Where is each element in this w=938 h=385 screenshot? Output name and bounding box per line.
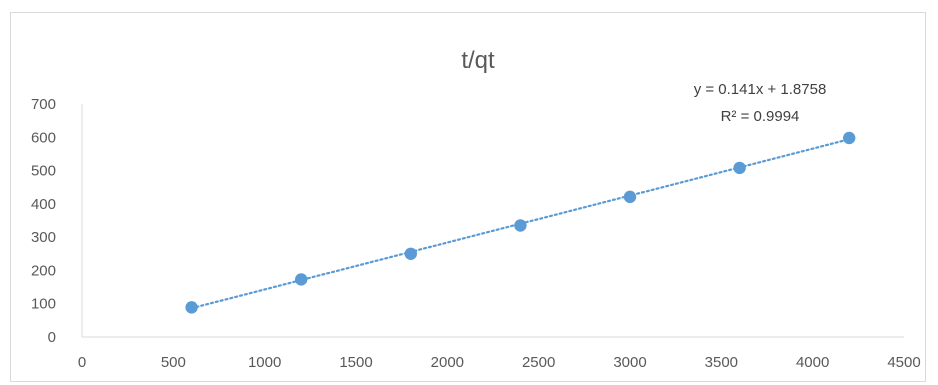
- data-point: [185, 301, 198, 314]
- x-axis-tick-labels: 0 500 1000 1500 2000 2500 3000 3500 4000 4500: [78, 354, 921, 371]
- x-tick-label: 3500: [705, 354, 738, 371]
- data-point: [295, 273, 308, 286]
- x-tick-label: 0: [78, 354, 86, 371]
- y-tick-label: 100: [31, 296, 56, 313]
- x-tick-label: 1000: [248, 354, 281, 371]
- x-tick-label: 1500: [339, 354, 372, 371]
- x-tick-label: 500: [161, 354, 186, 371]
- y-axis-tick-labels: 0 100 200 300 400 500 600 700: [31, 96, 56, 346]
- data-point: [623, 190, 637, 204]
- chart-frame: [10, 12, 926, 382]
- x-tick-label: 2000: [431, 354, 464, 371]
- y-tick-label: 400: [31, 196, 56, 213]
- trendline-equation: y = 0.141x + 1.8758: [694, 81, 827, 98]
- x-tick-label: 3000: [613, 354, 646, 371]
- data-point: [733, 161, 746, 175]
- axes: [81, 104, 904, 338]
- data-point: [514, 219, 527, 232]
- x-tick-label: 4000: [796, 354, 829, 371]
- y-tick-label: 200: [31, 262, 56, 279]
- data-points: [185, 131, 856, 314]
- chart-title: t/qt: [461, 47, 495, 74]
- data-point: [404, 247, 417, 260]
- y-tick-label: 600: [31, 129, 56, 146]
- y-tick-label: 500: [31, 163, 56, 180]
- x-tick-label: 2500: [522, 354, 555, 371]
- x-tick-label: 4500: [887, 354, 920, 371]
- data-point: [843, 131, 856, 145]
- trendline-r-squared: R² = 0.9994: [721, 108, 800, 125]
- y-tick-label: 700: [31, 96, 56, 113]
- y-tick-label: 0: [48, 329, 56, 346]
- y-tick-label: 300: [31, 229, 56, 246]
